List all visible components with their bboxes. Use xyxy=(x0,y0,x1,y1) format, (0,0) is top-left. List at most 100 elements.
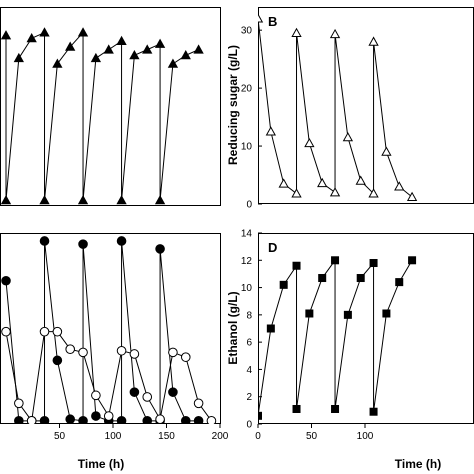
data-point-circle xyxy=(116,416,127,424)
series-line xyxy=(5,240,199,422)
data-point-triangle xyxy=(381,146,392,156)
panel-b: 0 10 20 30 B Reducing sugar (g/L) xyxy=(226,7,474,211)
data-point-triangle xyxy=(52,58,63,68)
data-point-circle xyxy=(168,347,178,358)
data-point-circle xyxy=(193,398,204,409)
data-point-triangle xyxy=(90,52,102,63)
data-point-triangle xyxy=(77,194,89,205)
data-point-circle xyxy=(180,416,191,424)
data-point-circle xyxy=(52,355,63,366)
y-tick-label: 30 xyxy=(241,26,253,37)
y-tick-label: 0 xyxy=(246,420,252,431)
y-tick-label: 0 xyxy=(246,200,252,211)
data-point-triangle xyxy=(258,13,264,23)
data-point-square xyxy=(395,278,404,287)
y-axis-label: Reducing sugar (g/L) xyxy=(226,45,240,165)
plot-frame xyxy=(258,233,474,424)
data-point-circle xyxy=(129,349,140,359)
data-point-triangle xyxy=(342,132,354,142)
data-point-circle xyxy=(155,244,165,254)
data-point-triangle xyxy=(193,44,204,54)
data-point-square xyxy=(292,261,301,270)
series-group xyxy=(1,236,217,424)
x-tick-label: 200 xyxy=(212,431,229,442)
data-point-square xyxy=(369,407,378,416)
data-point-square xyxy=(408,256,417,265)
data-point-triangle xyxy=(154,38,166,48)
data-point-triangle xyxy=(65,41,76,51)
data-point-square xyxy=(305,309,314,318)
data-point-circle xyxy=(129,387,140,397)
x-tick-label: 100 xyxy=(105,431,122,442)
data-point-triangle xyxy=(406,191,418,201)
data-point-triangle xyxy=(142,44,153,54)
data-point-circle xyxy=(193,416,204,424)
data-point-circle xyxy=(155,414,165,424)
data-point-triangle xyxy=(39,27,50,37)
data-point-triangle xyxy=(304,137,315,148)
data-point-triangle xyxy=(13,52,24,63)
data-point-circle xyxy=(39,326,50,337)
data-point-square xyxy=(356,274,365,283)
series-group xyxy=(258,13,418,201)
x-axis-label: Time (h) xyxy=(78,457,124,471)
plot-frame xyxy=(258,7,474,204)
data-point-circle xyxy=(65,414,75,424)
data-point-circle xyxy=(1,326,11,337)
plot-frame xyxy=(0,7,221,206)
x-tick-label: 50 xyxy=(306,431,318,442)
x-tick-label: 50 xyxy=(54,431,66,442)
data-point-triangle xyxy=(265,126,276,136)
data-point-circle xyxy=(91,390,101,401)
data-point-triangle xyxy=(0,194,12,205)
data-point-circle xyxy=(39,416,50,424)
data-point-triangle xyxy=(77,27,89,37)
data-point-triangle xyxy=(291,188,302,198)
data-point-triangle xyxy=(291,27,302,38)
panel-label: D xyxy=(268,240,277,255)
data-point-square xyxy=(258,411,262,420)
plot-frame xyxy=(0,233,221,424)
data-point-circle xyxy=(1,275,11,286)
y-tick-label: 14 xyxy=(241,229,253,240)
data-point-square xyxy=(343,310,352,319)
data-point-square xyxy=(279,280,288,289)
panel-d: 0 2 4 6 8 10 12 14 0 50 100 D Ethanol (g/L) Time (h) xyxy=(226,229,474,471)
panel-a xyxy=(0,7,221,206)
y-axis-label: Ethanol (g/L) xyxy=(226,291,240,364)
data-point-triangle xyxy=(394,181,405,191)
y-tick-label: 8 xyxy=(246,310,252,321)
data-point-triangle xyxy=(355,175,366,185)
series-group xyxy=(258,256,417,420)
y-tick-label: 10 xyxy=(241,283,253,294)
data-point-triangle xyxy=(278,178,289,188)
data-point-square xyxy=(292,404,301,413)
data-point-triangle xyxy=(180,49,191,60)
data-point-triangle xyxy=(317,177,328,188)
data-point-square xyxy=(266,324,275,333)
panel-label: B xyxy=(268,14,277,29)
data-point-square xyxy=(382,309,391,318)
data-point-triangle xyxy=(129,49,140,60)
data-point-triangle xyxy=(368,188,379,198)
data-point-circle xyxy=(206,416,217,424)
data-point-triangle xyxy=(167,58,179,68)
x-tick-label: 150 xyxy=(158,431,175,442)
data-point-circle xyxy=(78,347,88,358)
series-line xyxy=(5,31,199,201)
data-point-circle xyxy=(52,326,63,337)
data-point-circle xyxy=(142,392,153,402)
data-point-triangle xyxy=(103,44,114,54)
data-point-triangle xyxy=(154,194,166,205)
series-line xyxy=(258,18,413,198)
data-point-circle xyxy=(180,352,191,362)
data-point-circle xyxy=(14,416,24,424)
series-line xyxy=(5,331,212,423)
series-group xyxy=(0,27,204,205)
data-point-circle xyxy=(168,387,178,397)
y-tick-label: 20 xyxy=(241,84,253,95)
data-point-triangle xyxy=(329,28,341,39)
data-point-triangle xyxy=(329,187,341,197)
data-point-triangle xyxy=(116,35,127,46)
data-point-square xyxy=(369,259,378,268)
